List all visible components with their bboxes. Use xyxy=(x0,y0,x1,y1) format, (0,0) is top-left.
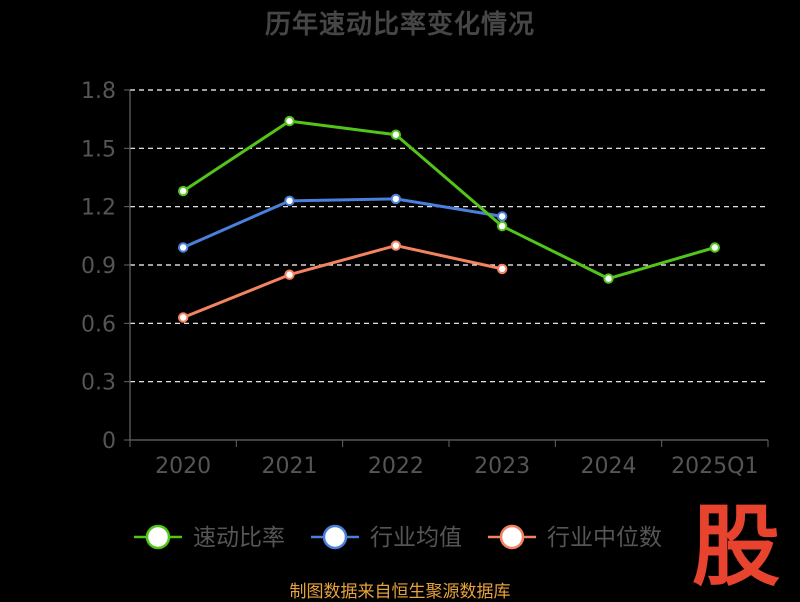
y-tick-label: 0.9 xyxy=(81,254,116,279)
x-tick-label: 2022 xyxy=(368,454,424,479)
y-tick-label: 0.3 xyxy=(81,371,116,396)
data-point xyxy=(284,115,295,127)
series-line xyxy=(181,244,504,319)
x-tick-label: 2021 xyxy=(262,454,318,479)
legend-marker xyxy=(322,524,348,550)
chart-title: 历年速动比率变化情况 xyxy=(264,10,535,40)
legend-label: 行业中位数 xyxy=(547,525,662,551)
data-point xyxy=(496,211,508,222)
watermark-glyph: 股 xyxy=(692,497,780,589)
grid-lines xyxy=(130,89,768,383)
y-tick-label: 0 xyxy=(102,429,116,454)
data-point xyxy=(177,312,189,323)
x-tick-label: 2020 xyxy=(155,454,211,479)
data-point xyxy=(390,129,402,140)
y-tick-label: 1.5 xyxy=(81,137,116,162)
data-point xyxy=(177,185,189,197)
x-tick-label: 2023 xyxy=(474,454,530,479)
x-tick-label: 2025Q1 xyxy=(671,454,758,479)
data-point xyxy=(177,242,189,253)
data-point xyxy=(496,263,508,275)
legend-marker xyxy=(145,524,171,550)
series-line xyxy=(181,119,717,281)
legend-label: 速动比率 xyxy=(193,525,285,551)
watermark-stamp: 股 xyxy=(692,497,780,589)
y-tick-label: 1.2 xyxy=(81,196,116,221)
y-tick-label: 1.8 xyxy=(81,79,116,104)
axes: 0 0.3 0.6 0.9 1.2 1.5 1.8 2020 2021 2022 2023 2024 2… xyxy=(81,79,769,479)
y-tick-label: 0.6 xyxy=(81,312,116,337)
legend: 速动比率 行业均值 行业中位数 xyxy=(134,524,662,551)
series-lines xyxy=(177,115,721,323)
data-point xyxy=(390,193,402,205)
data-point xyxy=(709,242,721,253)
legend-label: 行业均值 xyxy=(370,525,462,551)
data-point xyxy=(284,195,295,207)
x-tick-label: 2024 xyxy=(581,454,637,479)
data-point xyxy=(496,220,508,232)
data-source-note: 制图数据来自恒生聚源数据库 xyxy=(289,582,511,602)
data-point xyxy=(284,269,295,280)
data-point xyxy=(390,240,402,251)
legend-marker xyxy=(499,524,525,550)
series-line xyxy=(181,197,504,249)
data-point xyxy=(603,273,614,284)
